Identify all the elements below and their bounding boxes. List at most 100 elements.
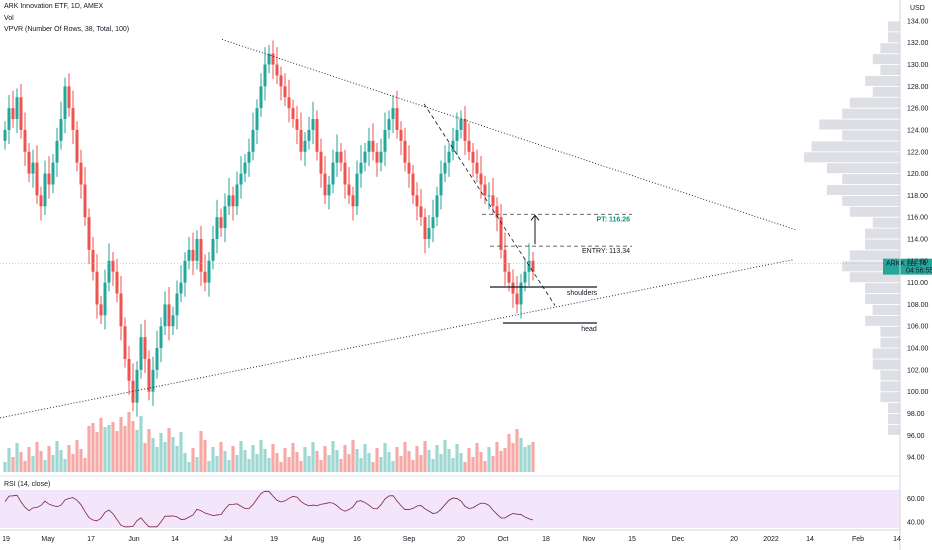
- x-tick-label: May: [41, 536, 55, 543]
- candle-body: [63, 86, 67, 120]
- rsi-tick-label: 60.00: [907, 496, 925, 503]
- x-tick-label: Dec: [672, 536, 685, 543]
- candle-body: [127, 358, 131, 381]
- candle-body: [295, 119, 299, 130]
- volume-profile-row: [872, 304, 900, 315]
- volume-profile-row: [865, 315, 900, 326]
- candle-body: [391, 108, 395, 120]
- candle-body: [99, 304, 103, 316]
- candle-body: [43, 173, 47, 207]
- volume-bar: [51, 455, 55, 472]
- y-tick-label: 112.00: [907, 258, 928, 265]
- volume-profile-row: [880, 43, 900, 54]
- candle-body: [527, 260, 531, 272]
- volume-bar: [395, 447, 399, 472]
- volume-profile-row: [842, 108, 900, 119]
- pt-label: PT: 116.26: [597, 216, 631, 223]
- y-tick-label: 94.00: [907, 455, 925, 462]
- x-tick-label: 14: [893, 536, 901, 543]
- price-tag-countdown: 04:56:55: [906, 268, 932, 275]
- volume-bar: [155, 447, 159, 472]
- volume-bar: [487, 447, 491, 472]
- candle-body: [431, 217, 435, 229]
- candle-body: [511, 282, 515, 294]
- volume-profile-row: [842, 174, 900, 185]
- volume-bar: [27, 447, 31, 472]
- volume-profile-row: [888, 403, 900, 414]
- trend-lines: [0, 39, 798, 419]
- candle-body: [507, 271, 511, 283]
- candle-body: [323, 173, 327, 196]
- volume-bar: [7, 448, 11, 472]
- volume-bar: [163, 442, 167, 472]
- candle-body: [107, 260, 111, 283]
- currency-label: USD: [910, 5, 925, 12]
- volume-bar: [3, 462, 7, 472]
- volume-bar: [383, 443, 387, 472]
- x-tick-label: Aug: [312, 536, 325, 543]
- volume-bar: [263, 449, 267, 472]
- candle-body: [255, 108, 259, 130]
- y-tick-label: 106.00: [907, 324, 929, 331]
- volume-bar: [191, 448, 195, 472]
- candle-body: [363, 151, 367, 163]
- candle-body: [11, 108, 15, 120]
- annotations: PT: 116.26 ENTRY: 113.34 shoulders head ARKK…: [0, 213, 932, 333]
- volume-bar: [439, 454, 443, 472]
- candle-body: [439, 173, 443, 196]
- y-tick-label: 116.00: [907, 215, 928, 222]
- volume-bar: [367, 453, 371, 472]
- volume-bar: [507, 434, 511, 472]
- volume-profile-row: [880, 337, 900, 348]
- candle-body: [319, 151, 323, 174]
- candle-body: [39, 195, 43, 207]
- volume-profile-row: [872, 359, 900, 370]
- volume-bar: [23, 461, 27, 472]
- candle-body: [495, 206, 499, 218]
- candle-body: [243, 162, 247, 174]
- volume-bar: [59, 450, 63, 472]
- y-tick-label: 122.00: [907, 149, 929, 156]
- candle-body: [163, 304, 167, 327]
- volume-profile-row: [811, 141, 900, 152]
- volume-bar: [243, 450, 247, 472]
- candle-body: [151, 369, 155, 392]
- candle-body: [311, 119, 315, 130]
- volume-bar: [139, 416, 143, 472]
- volume-bar: [459, 453, 463, 472]
- volume-bar: [251, 445, 255, 472]
- candle-body: [375, 151, 379, 163]
- x-tick-label: Feb: [852, 536, 864, 543]
- x-tick-label: Jun: [128, 536, 139, 543]
- x-tick-label: 19: [270, 536, 278, 543]
- volume-bar: [407, 451, 411, 472]
- volume-bar: [19, 452, 23, 472]
- volume-bar: [499, 451, 503, 472]
- candle-body: [207, 260, 211, 283]
- volume-bar: [419, 455, 423, 472]
- volume-profile-row: [826, 163, 900, 174]
- volume-bar: [463, 462, 467, 472]
- volume-bar: [435, 445, 439, 472]
- x-tick-label: 14: [171, 536, 179, 543]
- y-tick-label: 96.00: [907, 433, 925, 440]
- volume-bar: [287, 457, 291, 472]
- volume-bar: [55, 441, 59, 472]
- y-tick-label: 110.00: [907, 280, 928, 287]
- rsi-band: [0, 490, 900, 528]
- volume-bar: [335, 450, 339, 472]
- candle-body: [227, 195, 231, 207]
- volume-bar: [207, 461, 211, 472]
- candle-body: [103, 282, 107, 316]
- volume-bar: [363, 444, 367, 472]
- volume-profile-row: [819, 119, 900, 130]
- volume-bar: [331, 441, 335, 472]
- candle-body: [3, 129, 7, 141]
- volume-bar: [323, 446, 327, 472]
- volume-profile-row: [888, 424, 900, 435]
- volume-profile-row: [865, 283, 900, 294]
- candle-body: [79, 162, 83, 185]
- volume-bar: [527, 445, 531, 472]
- entry-label: ENTRY: 113.34: [582, 248, 630, 255]
